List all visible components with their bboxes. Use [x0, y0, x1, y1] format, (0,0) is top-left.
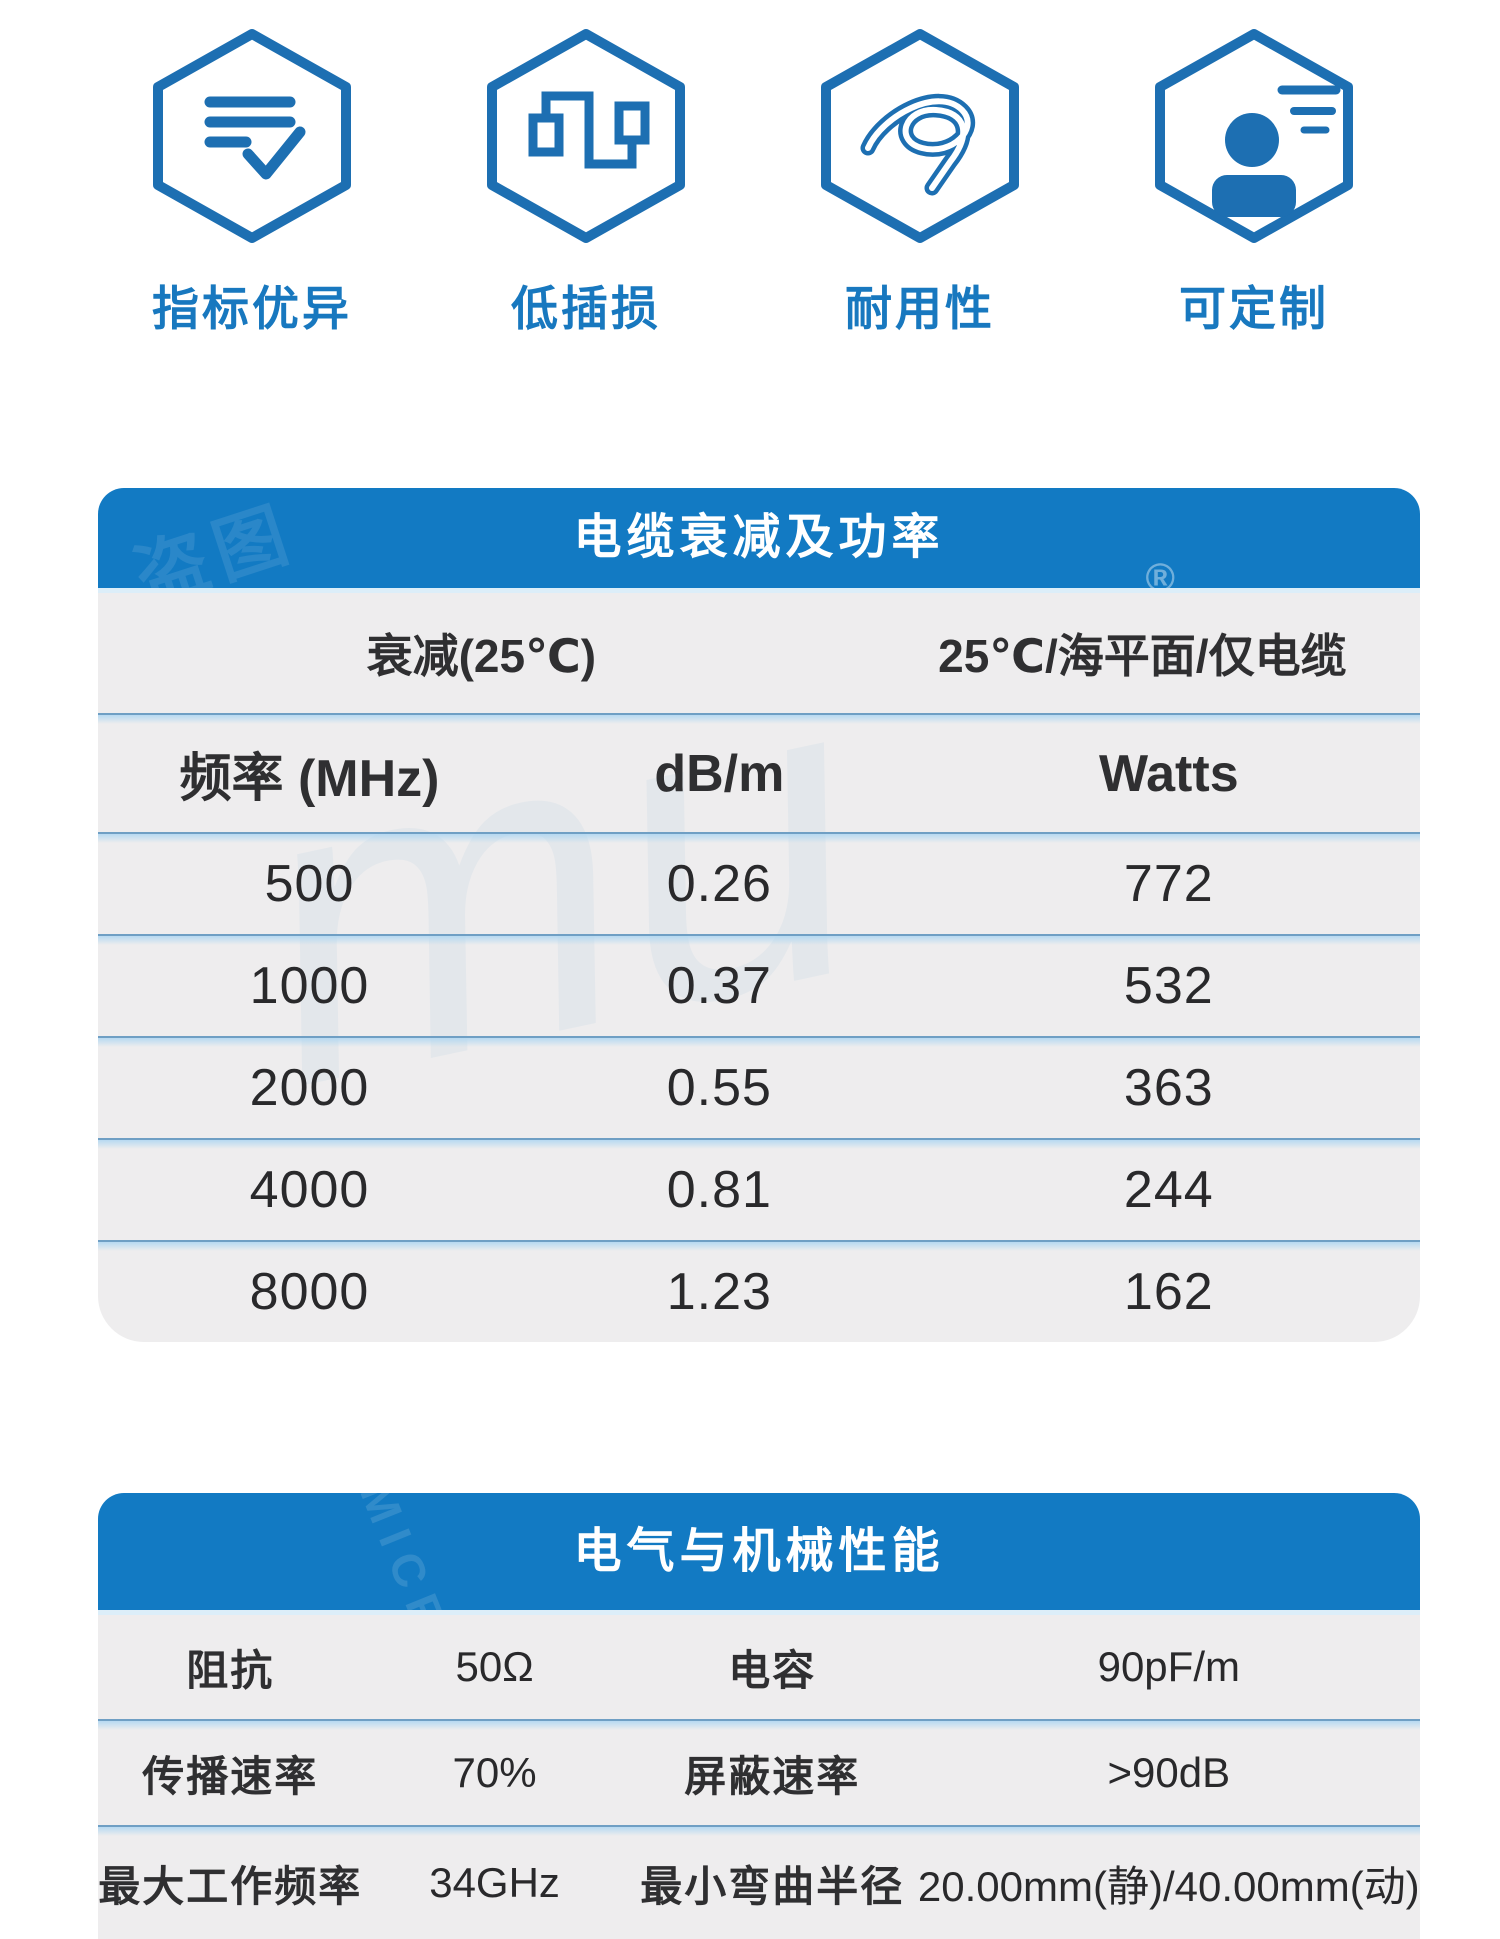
watts-value: 162: [1123, 1263, 1214, 1321]
watts-value: 532: [1123, 957, 1214, 1015]
table-row: 500 0.26 772: [98, 832, 1420, 934]
feature-label: 低插损: [511, 282, 661, 335]
feature-durability: 耐用性: [760, 28, 1080, 339]
attenuation-table-title: 电缆衰减及功率: [573, 511, 945, 564]
column-header-dbm: dB/m: [654, 744, 785, 803]
frequency-value: 8000: [249, 1263, 370, 1321]
frequency-value: 4000: [249, 1161, 370, 1219]
spec-label: 屏蔽速率: [684, 1752, 861, 1800]
spec-value: 70%: [452, 1749, 537, 1796]
watermark-text: MICROWAVE: [320, 1493, 576, 1610]
feature-label: 可定制: [1179, 282, 1329, 335]
table-row: 1000 0.37 532: [98, 934, 1420, 1036]
spec-value: 90pF/m: [1097, 1643, 1240, 1690]
attenuation-table-body: mu 衰减(25℃) 25℃/海平面/仅电缆 频率 (MHz) dB/m Wat…: [98, 588, 1420, 1342]
table-row: 传播速率 70% 屏蔽速率 >90dB: [98, 1719, 1420, 1825]
feature-label: 耐用性: [845, 282, 995, 335]
table-row: 阻抗 50Ω 电容 90pF/m: [98, 1615, 1420, 1719]
frequency-value: 500: [264, 855, 355, 913]
electrical-table-title: 电气与机械性能: [573, 1525, 945, 1578]
spec-value: 50Ω: [455, 1643, 534, 1690]
attenuation-table-header: 盗图 ® 电缆衰减及功率: [98, 488, 1420, 588]
customer-signal-icon: [1154, 28, 1354, 244]
column-header-row: 频率 (MHz) dB/m Watts: [98, 713, 1420, 832]
feature-label: 指标优异: [152, 282, 352, 335]
spec-label: 最大工作频率: [98, 1862, 363, 1910]
electrical-table-body: 阻抗 50Ω 电容 90pF/m 传播速率 70% 屏蔽速率 >90dB 最大工…: [98, 1610, 1420, 1939]
spec-value: 34GHz: [429, 1859, 560, 1906]
group-header-attenuation: 衰减(25℃): [366, 630, 597, 682]
table-row: 8000 1.23 162: [98, 1240, 1420, 1342]
checklist-icon: [152, 28, 352, 244]
dbm-value: 0.37: [666, 957, 772, 1015]
feature-low-loss: 低插损: [426, 28, 746, 339]
electrical-table-header: MICROWAVE 电气与机械性能: [98, 1493, 1420, 1610]
spec-value: >90dB: [1107, 1749, 1231, 1796]
frequency-value: 2000: [249, 1059, 370, 1117]
feature-row: 指标优异 低插损 耐用性: [92, 28, 1414, 339]
electrical-table: MICROWAVE 电气与机械性能 阻抗 50Ω 电容 90pF/m 传播速率 …: [98, 1493, 1420, 1939]
feature-customizable: 可定制: [1094, 28, 1414, 339]
cable-coil-icon: [820, 28, 1020, 244]
table-row: 2000 0.55 363: [98, 1036, 1420, 1138]
dbm-value: 0.55: [666, 1059, 772, 1117]
watts-value: 244: [1123, 1161, 1214, 1219]
watts-value: 772: [1123, 855, 1214, 913]
column-header-watts: Watts: [1098, 744, 1239, 803]
spec-label: 最小弯曲半径: [640, 1862, 905, 1910]
dbm-value: 1.23: [666, 1263, 772, 1321]
spec-label: 阻抗: [186, 1646, 275, 1694]
group-header-row: 衰减(25℃) 25℃/海平面/仅电缆: [98, 593, 1420, 713]
circuit-trace-icon: [486, 28, 686, 244]
attenuation-table: 盗图 ® 电缆衰减及功率 mu 衰减(25℃) 25℃/海平面/仅电缆 频率 (…: [98, 488, 1420, 1342]
dbm-value: 0.26: [666, 855, 772, 913]
dbm-value: 0.81: [666, 1161, 772, 1219]
watermark-text: 盗图: [125, 492, 307, 588]
watermark-text: ®: [1145, 556, 1180, 588]
column-header-frequency: 频率 (MHz): [179, 750, 440, 808]
frequency-value: 1000: [249, 957, 370, 1015]
feature-specs: 指标优异: [92, 28, 412, 339]
spec-label: 电容: [728, 1646, 817, 1694]
spec-value: 20.00mm(静)/40.00mm(动): [917, 1862, 1420, 1910]
group-header-condition: 25℃/海平面/仅电缆: [938, 630, 1347, 682]
table-row: 4000 0.81 244: [98, 1138, 1420, 1240]
spec-label: 传播速率: [142, 1752, 319, 1800]
table-row: 最大工作频率 34GHz 最小弯曲半径 20.00mm(静)/40.00mm(动…: [98, 1825, 1420, 1939]
watts-value: 363: [1123, 1059, 1214, 1117]
